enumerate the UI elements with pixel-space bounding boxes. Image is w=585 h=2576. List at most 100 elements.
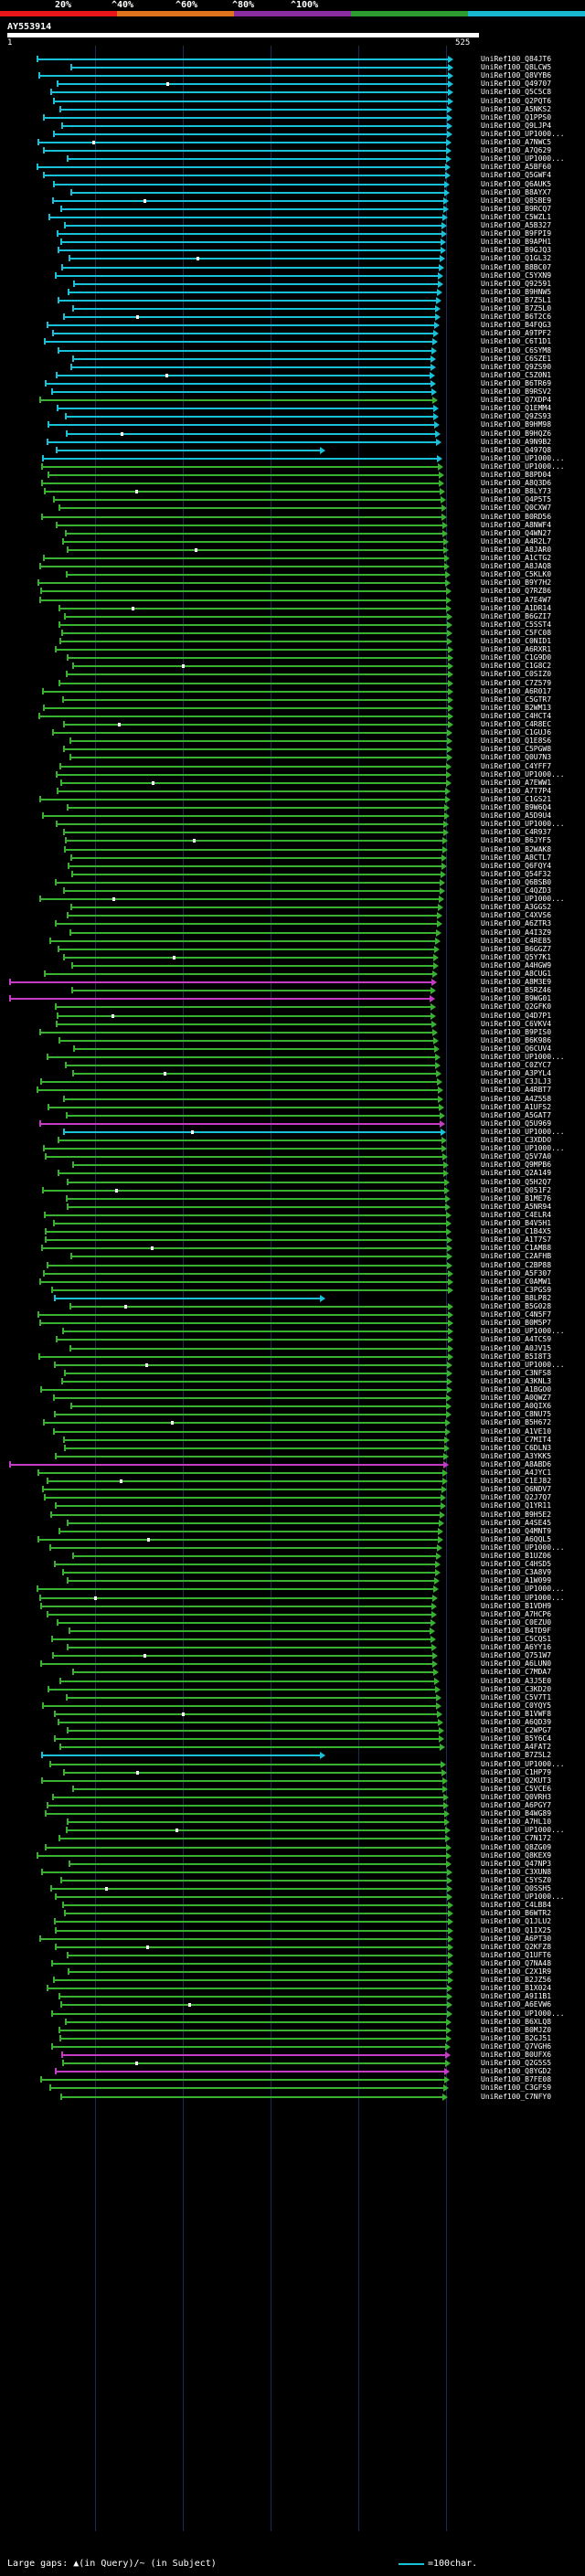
hit-label[interactable]: UniRef100_B0M5P7 (481, 1319, 552, 1328)
hit-label[interactable]: UniRef100_A7E4W7 (481, 595, 552, 604)
hit-label[interactable]: UniRef100_UP1000... (481, 453, 565, 462)
hit-row[interactable]: UniRef100_A6R017 (0, 687, 585, 695)
hit-label[interactable]: UniRef100_C7MIT4 (481, 1435, 552, 1444)
hit-label[interactable]: UniRef100_Q8LCW5 (481, 63, 552, 72)
hit-label[interactable]: UniRef100_C0AMW1 (481, 1277, 552, 1286)
hit-row[interactable]: UniRef100_B5RZ46 (0, 986, 585, 995)
hit-row[interactable]: UniRef100_B9WG01 (0, 994, 585, 1003)
hit-row[interactable]: UniRef100_A6PT30 (0, 1935, 585, 1943)
hit-label[interactable]: UniRef100_A7HL10 (481, 1818, 552, 1827)
hit-row[interactable]: UniRef100_A4TCS9 (0, 1335, 585, 1344)
hit-row[interactable]: UniRef100_A0QIX6 (0, 1402, 585, 1411)
hit-label[interactable]: UniRef100_C3KD20 (481, 1684, 552, 1693)
hit-row[interactable]: UniRef100_UP1000... (0, 1327, 585, 1336)
hit-row[interactable]: UniRef100_C1EJ82 (0, 1477, 585, 1486)
hit-label[interactable]: UniRef100_B4V5H1 (481, 1219, 552, 1227)
hit-row[interactable]: UniRef100_C3A8V9 (0, 1568, 585, 1577)
hit-label[interactable]: UniRef100_B9PIS0 (481, 1027, 552, 1036)
hit-row[interactable]: UniRef100_A8ABD6 (0, 1460, 585, 1468)
hit-label[interactable]: UniRef100_B5I8T3 (481, 1352, 552, 1361)
hit-label[interactable]: UniRef100_B6GZI7 (481, 611, 552, 620)
hit-label[interactable]: UniRef100_Q0VRH3 (481, 1792, 552, 1801)
hit-row[interactable]: UniRef100_Q4MNT9 (0, 1527, 585, 1535)
hit-label[interactable]: UniRef100_C1EJ82 (481, 1477, 552, 1486)
hit-label[interactable]: UniRef100_B4WG89 (481, 1809, 552, 1818)
hit-label[interactable]: UniRef100_UP1000... (481, 129, 565, 138)
hit-row[interactable]: UniRef100_Q8SBE9 (0, 196, 585, 205)
hit-row[interactable]: UniRef100_B2WM13 (0, 704, 585, 712)
hit-row[interactable]: UniRef100_C2AFHB (0, 1252, 585, 1261)
hit-row[interactable]: UniRef100_Q2KFZ8 (0, 1943, 585, 1951)
hit-row[interactable]: UniRef100_C3JLJ3 (0, 1077, 585, 1087)
hit-label[interactable]: UniRef100_A5B327 (481, 221, 552, 229)
hit-label[interactable]: UniRef100_Q0SSH5 (481, 1884, 552, 1892)
hit-label[interactable]: UniRef100_C7MDA7 (481, 1668, 552, 1677)
hit-label[interactable]: UniRef100_B8LP82 (481, 1293, 552, 1302)
hit-label[interactable]: UniRef100_Q5Y7K1 (481, 952, 552, 961)
hit-label[interactable]: UniRef100_Q9LJP4 (481, 121, 552, 130)
hit-label[interactable]: UniRef100_Q8YGD2 (481, 2067, 552, 2076)
hit-label[interactable]: UniRef100_A9TPF2 (481, 329, 552, 338)
hit-row[interactable]: UniRef100_C0AMW1 (0, 1277, 585, 1286)
hit-row[interactable]: UniRef100_Q4D7P1 (0, 1012, 585, 1020)
hit-row[interactable]: UniRef100_B1VDH9 (0, 1602, 585, 1610)
hit-label[interactable]: UniRef100_UP1000... (481, 1826, 565, 1835)
hit-label[interactable]: UniRef100_B9Y7H2 (481, 578, 552, 588)
hit-row[interactable]: UniRef100_C0NID1 (0, 637, 585, 645)
hit-row[interactable]: UniRef100_C3NFS8 (0, 1369, 585, 1377)
hit-label[interactable]: UniRef100_C5PGW8 (481, 745, 552, 754)
hit-row[interactable]: UniRef100_C5YXN9 (0, 271, 585, 280)
hit-label[interactable]: UniRef100_B6K986 (481, 1035, 552, 1044)
hit-label[interactable]: UniRef100_B0MJZ0 (481, 2025, 552, 2034)
hit-row[interactable]: UniRef100_A1BGO0 (0, 1385, 585, 1394)
hit-row[interactable]: UniRef100_Q1EMM4 (0, 404, 585, 413)
hit-label[interactable]: UniRef100_C5GTR7 (481, 694, 552, 704)
hit-row[interactable]: UniRef100_A3PYL4 (0, 1069, 585, 1078)
hit-row[interactable]: UniRef100_UP1000... (0, 1543, 585, 1552)
hit-label[interactable]: UniRef100_A1W099 (481, 1576, 552, 1585)
hit-label[interactable]: UniRef100_B5RZ46 (481, 986, 552, 995)
hit-row[interactable]: UniRef100_Q0VRH3 (0, 1793, 585, 1801)
hit-row[interactable]: UniRef100_B7Z5L2 (0, 1751, 585, 1760)
hit-label[interactable]: UniRef100_Q6BSB0 (481, 877, 552, 886)
hit-label[interactable]: UniRef100_A1UFS2 (481, 1102, 552, 1111)
hit-row[interactable]: UniRef100_Q2PQT6 (0, 97, 585, 105)
hit-row[interactable]: UniRef100_B9APH1 (0, 238, 585, 247)
hit-label[interactable]: UniRef100_Q7VGH6 (481, 2041, 552, 2051)
hit-row[interactable]: UniRef100_Q7VGH6 (0, 2042, 585, 2051)
hit-row[interactable]: UniRef100_A9I1B1 (0, 1992, 585, 2001)
hit-label[interactable]: UniRef100_B8AYX7 (481, 187, 552, 196)
hit-row[interactable]: UniRef100_C4ELR4 (0, 1211, 585, 1219)
hit-label[interactable]: UniRef100_C4R937 (481, 828, 552, 837)
hit-label[interactable]: UniRef100_C5KLK0 (481, 570, 552, 579)
hit-label[interactable]: UniRef100_C7Z579 (481, 678, 552, 687)
hit-label[interactable]: UniRef100_C4YFF7 (481, 761, 552, 770)
hit-row[interactable]: UniRef100_A5GAT7 (0, 1111, 585, 1119)
hit-row[interactable]: UniRef100_Q49707 (0, 80, 585, 89)
hit-row[interactable]: UniRef100_B9FPI9 (0, 229, 585, 239)
hit-row[interactable]: UniRef100_B9H5E2 (0, 1511, 585, 1519)
hit-row[interactable]: UniRef100_C7Z579 (0, 679, 585, 687)
hit-row[interactable]: UniRef100_A8M3E9 (0, 978, 585, 987)
hit-row[interactable]: UniRef100_UP1000... (0, 1585, 585, 1594)
hit-row[interactable]: UniRef100_Q5C5C8 (0, 88, 585, 97)
hit-row[interactable]: UniRef100_C3XUN8 (0, 1868, 585, 1876)
hit-row[interactable]: UniRef100_A5F307 (0, 1269, 585, 1277)
hit-label[interactable]: UniRef100_C1G8C2 (481, 662, 552, 671)
hit-label[interactable]: UniRef100_C5CQS1 (481, 1635, 552, 1643)
hit-row[interactable]: UniRef100_Q8ZG09 (0, 1843, 585, 1851)
hit-row[interactable]: UniRef100_Q6CUV4 (0, 1044, 585, 1053)
hit-row[interactable]: UniRef100_B6GGZ7 (0, 945, 585, 953)
hit-row[interactable]: UniRef100_A7HCP6 (0, 1610, 585, 1618)
hit-row[interactable]: UniRef100_C4XVS6 (0, 911, 585, 920)
hit-label[interactable]: UniRef100_Q9ZS93 (481, 412, 552, 421)
hit-row[interactable]: UniRef100_C5GTR7 (0, 695, 585, 704)
hit-row[interactable]: UniRef100_C6SZE1 (0, 355, 585, 363)
hit-row[interactable]: UniRef100_B8PD04 (0, 471, 585, 479)
hit-row[interactable]: UniRef100_C2WPG7 (0, 1726, 585, 1735)
hit-label[interactable]: UniRef100_UP1000... (481, 1759, 565, 1768)
hit-row[interactable]: UniRef100_A6LUN0 (0, 1659, 585, 1669)
hit-row[interactable]: UniRef100_B4TD9F (0, 1627, 585, 1635)
hit-row[interactable]: UniRef100_Q5Y7K1 (0, 953, 585, 961)
hit-label[interactable]: UniRef100_Q7NA48 (481, 1958, 552, 1967)
